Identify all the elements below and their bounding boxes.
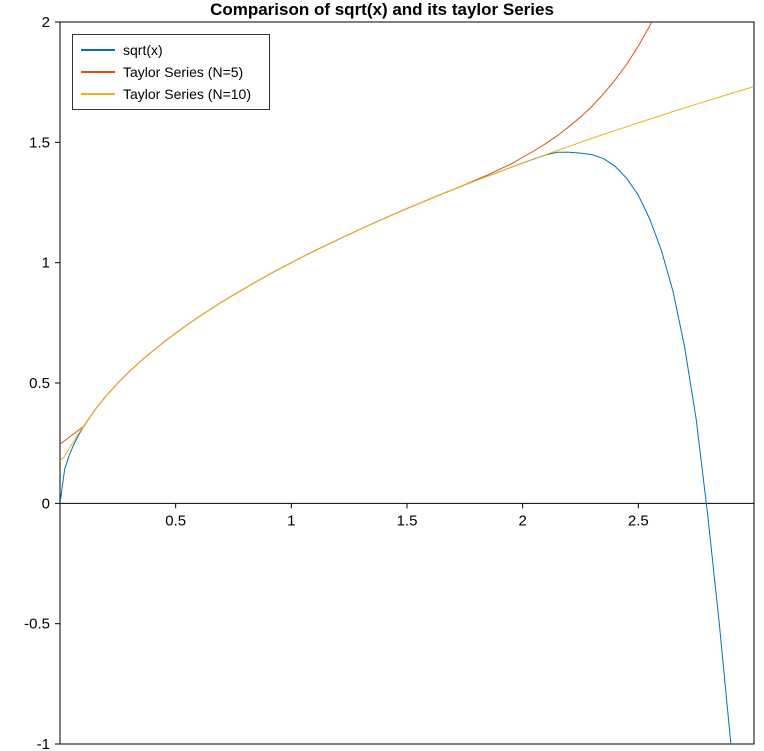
- y-tick-label: 1.5: [29, 134, 50, 151]
- plot-svg: 0.5 1 1.5 2 2.5 -1 -0.5 0 0.5 1 1.5 2: [0, 0, 764, 751]
- x-tick-label: 1.5: [397, 512, 418, 529]
- y-tick-label: 1: [42, 255, 50, 272]
- legend-label: Taylor Series (N=5): [123, 64, 243, 80]
- legend-item: Taylor Series (N=5): [81, 61, 261, 83]
- y-tick-label: -1: [37, 736, 50, 751]
- legend-swatch: [81, 71, 115, 73]
- series-line: [60, 86, 754, 460]
- y-tick-label: 0: [42, 495, 50, 512]
- x-tick-label: 2.5: [628, 512, 649, 529]
- legend-label: Taylor Series (N=10): [123, 86, 251, 102]
- legend-item: sqrt(x): [81, 39, 261, 61]
- x-tick-label: 1: [287, 512, 295, 529]
- y-tick-label: 2: [42, 14, 50, 31]
- x-tick-label: 2: [518, 512, 526, 529]
- legend-label: sqrt(x): [123, 42, 163, 58]
- legend-swatch: [81, 49, 115, 51]
- y-tick-label: 0.5: [29, 375, 50, 392]
- x-tick-label: 0.5: [165, 512, 186, 529]
- chart-container: Comparison of sqrt(x) and its taylor Ser…: [0, 0, 764, 751]
- legend-swatch: [81, 93, 115, 95]
- legend: sqrt(x) Taylor Series (N=5) Taylor Series …: [72, 34, 270, 110]
- legend-item: Taylor Series (N=10): [81, 83, 261, 105]
- series-line: [60, 152, 731, 744]
- y-tick-label: -0.5: [24, 616, 50, 633]
